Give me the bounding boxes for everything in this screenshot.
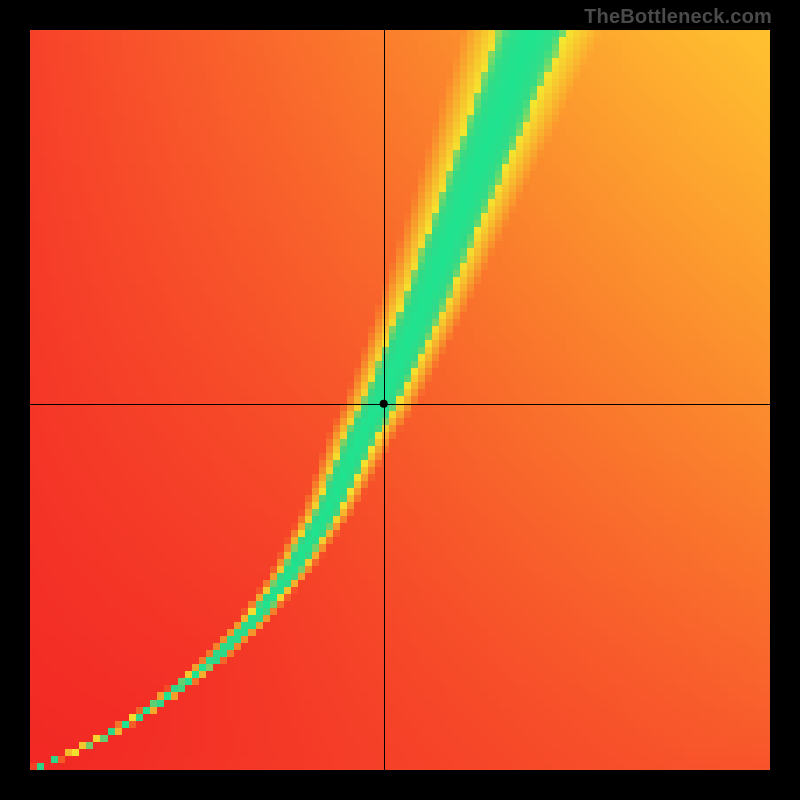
bottleneck-heatmap bbox=[30, 30, 770, 770]
heatmap-canvas bbox=[30, 30, 770, 770]
watermark-text: TheBottleneck.com bbox=[584, 6, 772, 29]
